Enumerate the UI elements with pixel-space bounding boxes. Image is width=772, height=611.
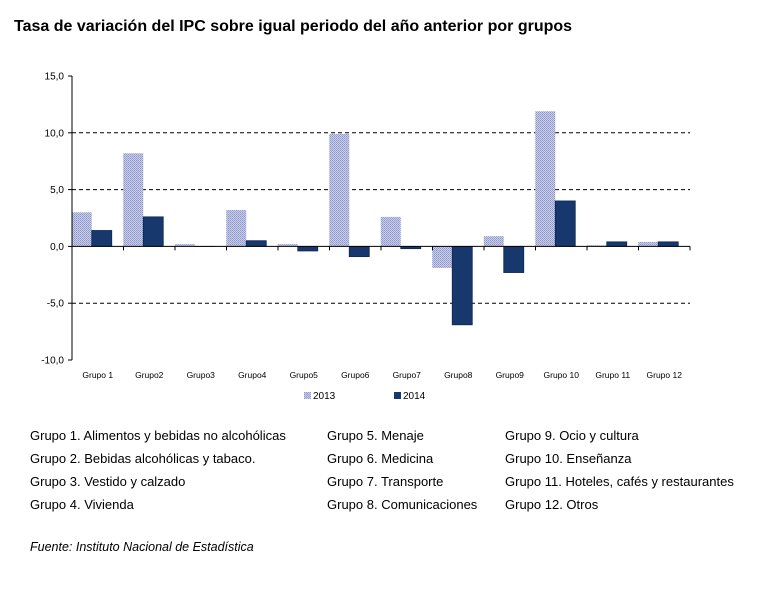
bar-2014-6 <box>348 245 370 258</box>
bar-2013-6 <box>329 133 350 247</box>
bar-2013-8 <box>432 246 453 268</box>
bar-2014-8 <box>451 245 473 326</box>
legend-swatch-2013 <box>304 392 311 399</box>
category-label: Grupo9 <box>496 370 525 380</box>
bar-2014-1 <box>91 230 113 247</box>
group-legend-col-3: Grupo 9. Ocio y cultura Grupo 10. Enseña… <box>505 424 734 516</box>
bar-2013-11 <box>586 245 607 247</box>
bar-2014-10 <box>554 200 576 247</box>
legend-label-2014: 2014 <box>403 391 426 402</box>
bar-2014-5 <box>297 245 319 252</box>
bar-2013-3 <box>174 244 195 247</box>
bar-2013-5 <box>277 244 298 247</box>
group-legend-item: Grupo 11. Hoteles, cafés y restaurantes <box>505 474 734 489</box>
group-legend-item: Grupo 3. Vestido y calzado <box>30 474 186 489</box>
y-tick-label: -10,0 <box>41 356 64 367</box>
group-legend-item: Grupo 1. Alimentos y bebidas no alcohóli… <box>30 428 286 443</box>
y-tick-label: 0,0 <box>50 242 64 253</box>
category-label: Grupo4 <box>238 370 267 380</box>
group-legend-item: Grupo 7. Transporte <box>327 474 444 489</box>
y-tick-label: 10,0 <box>45 128 65 139</box>
y-tick-labels: 15,0 10,0 5,0 0,0 -5,0 -10,0 <box>41 72 64 367</box>
legend-swatch-2014 <box>394 392 401 399</box>
bar-2013-7 <box>380 216 401 247</box>
group-legend-item: Grupo 2. Bebidas alcohólicas y tabaco. <box>30 451 256 466</box>
legend-label-2013: 2013 <box>313 391 336 402</box>
group-legend-item: Grupo 9. Ocio y cultura <box>505 428 639 443</box>
category-label: Grupo3 <box>187 370 216 380</box>
category-label: Grupo7 <box>393 370 422 380</box>
bar-2013-12 <box>638 241 659 247</box>
y-tick-label: 5,0 <box>50 185 64 196</box>
category-labels: Grupo 1 Grupo2 Grupo3 Grupo4 Grupo5 Grupo6 Gru… <box>82 370 682 380</box>
group-legend-item: Grupo 4. Vivienda <box>30 497 134 512</box>
group-legend-item: Grupo 6. Medicina <box>327 451 434 466</box>
group-legend-item: Grupo 10. Enseñanza <box>505 451 632 466</box>
bars <box>71 111 679 326</box>
group-legend-col-2: Grupo 5. Menaje Grupo 6. Medicina Grupo … <box>327 424 477 516</box>
category-label: Grupo6 <box>341 370 370 380</box>
bar-2014-2 <box>142 216 164 247</box>
category-label: Grupo2 <box>135 370 164 380</box>
y-tick-label: 15,0 <box>45 72 65 83</box>
bar-2013-1 <box>71 212 92 247</box>
category-label: Grupo 1 <box>82 370 113 380</box>
category-label: Grupo 12 <box>647 370 683 380</box>
bar-2014-9 <box>503 245 525 273</box>
source-note: Fuente: Instituto Nacional de Estadístic… <box>30 540 254 554</box>
chart-title: Tasa de variación del IPC sobre igual pe… <box>14 18 573 35</box>
bar-chart: 15,010,05,00,0-5,0-10,0 Grupo 1 Grupo2 Gru… <box>41 72 691 402</box>
group-legend-item: Grupo 8. Comunicaciones <box>327 497 478 512</box>
category-label: Grupo 10 <box>544 370 580 380</box>
category-label: Grupo5 <box>290 370 319 380</box>
y-tick-label: -5,0 <box>47 299 65 310</box>
bar-2014-11 <box>606 241 628 247</box>
grid-lines <box>72 132 690 304</box>
bar-2013-9 <box>483 236 504 247</box>
series-legend: 2013 2014 <box>304 391 426 402</box>
bar-2013-4 <box>226 210 247 247</box>
bar-2013-10 <box>535 111 556 247</box>
axes <box>68 75 691 361</box>
group-legend-item: Grupo 12. Otros <box>505 497 599 512</box>
bar-2014-12 <box>657 241 679 247</box>
group-legend-item: Grupo 5. Menaje <box>327 428 424 443</box>
category-label: Grupo 11 <box>595 370 630 380</box>
bar-2014-4 <box>245 240 267 247</box>
bar-2013-2 <box>123 153 144 247</box>
category-label: Grupo8 <box>444 370 473 380</box>
group-legend-col-1: Grupo 1. Alimentos y bebidas no alcohóli… <box>30 424 286 516</box>
